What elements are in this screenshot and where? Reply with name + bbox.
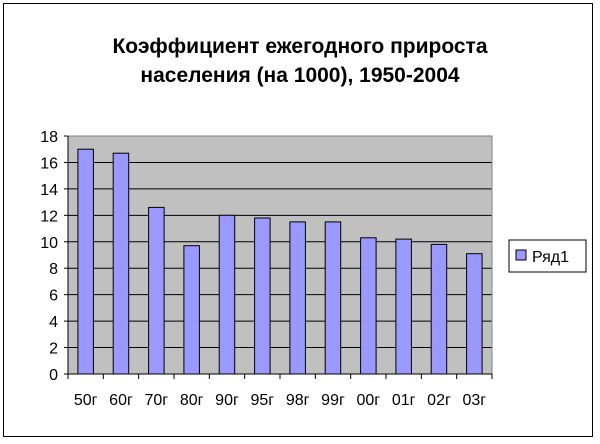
x-tick-label: 95г (250, 392, 274, 409)
bar-03г (466, 253, 483, 375)
x-tick-label: 00г (356, 392, 380, 409)
x-tick-label: 50г (74, 392, 98, 409)
bar-chart: Коэффициент ежегодного прироста населени… (40, 35, 587, 409)
y-tick-label: 10 (40, 235, 58, 252)
bar-90г (218, 214, 236, 375)
x-tick-label: 01г (392, 392, 416, 409)
bar-95г (254, 217, 271, 375)
y-tick-label: 18 (40, 129, 58, 146)
y-tick-label: 2 (49, 341, 58, 358)
y-tick-label: 16 (40, 155, 58, 172)
x-tick-label: 98г (286, 392, 310, 409)
x-tick-label: 80г (180, 392, 204, 409)
plot-background (68, 136, 492, 374)
legend-box (508, 239, 587, 273)
y-tick-label: 14 (40, 182, 58, 199)
y-tick-label: 8 (49, 261, 58, 278)
y-tick-label: 12 (40, 208, 58, 225)
chart-frame: Коэффициент ежегодного прироста населени… (3, 3, 593, 437)
plot-area: 0 2 4 6 8 10 12 14 16 18 50г 60г 70г 80г 90г 95г 98г 99г 0… (40, 129, 493, 409)
legend-swatch (515, 249, 527, 261)
x-tick-label: 03г (462, 392, 486, 409)
x-tick-label: 60г (109, 392, 133, 409)
bar-60г (112, 152, 130, 375)
y-tick-label: 0 (49, 367, 58, 384)
y-tick-label: 6 (49, 288, 58, 305)
bar-99г (324, 221, 342, 375)
x-tick-label: 70г (144, 392, 168, 409)
chart-title-line-2: населения (на 1000), 1950-2004 (140, 64, 459, 87)
x-tick-label: 02г (427, 392, 451, 409)
x-tick-label: 90г (215, 392, 239, 409)
bar-02г (430, 243, 448, 375)
bar-01г (395, 238, 412, 375)
bar-70г (148, 206, 165, 375)
legend-label: Ряд1 (532, 249, 569, 266)
bar-80г (183, 245, 200, 375)
x-tick-label: 99г (321, 392, 345, 409)
bar-50г (77, 148, 94, 375)
chart-title-line-1: Коэффициент ежегодного прироста (112, 35, 487, 58)
legend: Ряд1 (508, 239, 587, 273)
bar-98г (289, 221, 306, 375)
bar-00г (360, 237, 377, 375)
y-tick-label: 4 (49, 314, 58, 331)
